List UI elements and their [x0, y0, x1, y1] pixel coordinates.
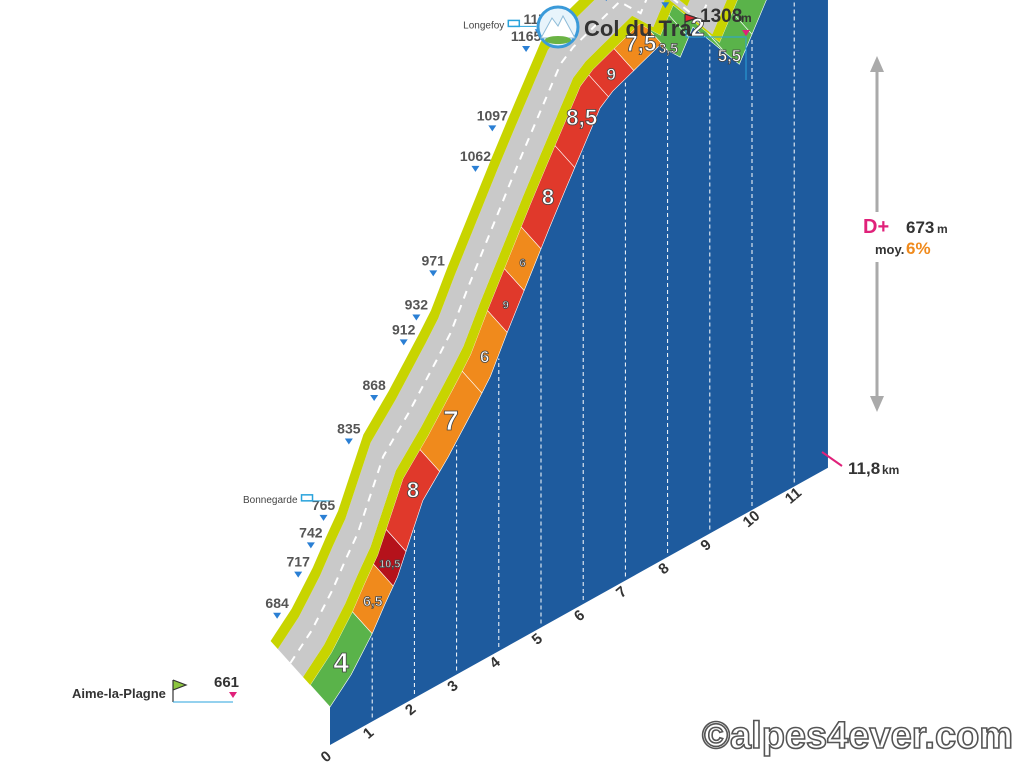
houses-icon [300, 494, 314, 502]
altitude-marker-icon [522, 46, 531, 53]
start-header: Aime-la-Plagne 661 [72, 674, 239, 703]
altitude-label: 1097 [477, 107, 508, 123]
altitude-marker-icon [429, 270, 438, 277]
gradient-label: 3,5 [659, 40, 679, 56]
gradient-label: 8 [407, 477, 419, 502]
gradient-label: 10,5 [379, 558, 400, 570]
gradient-label: 2 [691, 14, 705, 42]
altitude-marker-icon [399, 339, 408, 346]
altitude-marker-icon [344, 438, 353, 445]
gradient-label: 9 [607, 65, 616, 84]
dplus-value: 673 [906, 218, 934, 237]
start-flag-icon [172, 679, 188, 702]
length-unit: km [882, 463, 899, 477]
col-name: Col du Tra [584, 16, 692, 41]
x-tick-label: 8 [655, 560, 672, 578]
altitude-marker-icon [661, 2, 670, 9]
altitude-label: 971 [422, 252, 446, 268]
x-tick-label: 2 [402, 701, 419, 719]
gradient-label: 4 [333, 647, 349, 678]
km-dashed-lines [371, 0, 795, 718]
gradient-label: 6 [480, 347, 489, 366]
length-label: 11,8 km [821, 451, 899, 478]
altitude-marker-icon [319, 514, 328, 521]
length-marker [821, 451, 843, 467]
length-value: 11,8 [848, 459, 880, 478]
x-tick-label: 9 [697, 536, 714, 554]
altitude-label: 765 [312, 497, 336, 513]
altitude-label: 932 [405, 297, 429, 313]
altitude-label: 684 [265, 595, 289, 611]
summary-box [860, 212, 950, 262]
altitude-label: 1165 [511, 28, 542, 44]
gradient-label: 7,5 [625, 31, 656, 56]
altitude-label: 835 [337, 420, 361, 436]
arrow-up-icon [870, 56, 884, 72]
gradient-label: 5,5 [718, 46, 741, 65]
summit-header: Col du Tra 1308 m [536, 5, 752, 80]
altitude-marker-icon [306, 542, 315, 549]
place-label: Longefoy [463, 20, 504, 31]
x-tick-label: 1 [360, 724, 377, 742]
gradient-label: 6,5 [363, 593, 383, 609]
altitude-label: 1062 [460, 148, 491, 164]
meadow-icon [545, 36, 571, 44]
dplus-unit: m [937, 222, 948, 236]
gradient-label: 6 [520, 258, 526, 270]
road-centre-line [289, 0, 710, 664]
x-tick-label: 4 [486, 653, 504, 672]
road-shoulder-outer [270, 0, 690, 649]
altitude-label: 912 [392, 321, 416, 337]
place-label: Bonnegarde [243, 495, 298, 506]
road-shoulder-inner [303, 0, 738, 685]
elevation-summary: D+ 673 m moy. 6% [860, 56, 950, 412]
start-name: Aime-la-Plagne [72, 686, 166, 701]
x-tick-label: 0 [318, 748, 335, 766]
x-tick-label: 7 [613, 583, 630, 601]
summit-marker-icon [742, 30, 750, 36]
avg-label: moy. [875, 242, 904, 257]
dplus-label: D+ [863, 216, 889, 238]
gradient-label: 9 [503, 300, 509, 312]
avg-value: 6% [906, 239, 931, 258]
summit-flag-icon [684, 13, 699, 30]
altitude-marker-icon [294, 571, 303, 578]
place-labels: BonnegardeLongefoyPont du Thieret [243, 19, 537, 506]
mountain-icon [540, 14, 576, 39]
altitude-marker-icon [605, 0, 608, 2]
gradient-label: 7 [443, 405, 459, 436]
x-tick-label: 6 [571, 607, 588, 625]
gradient-label: 8 [542, 185, 554, 210]
altitude-marker-icon [273, 612, 282, 619]
road-ribbon [270, 0, 738, 685]
altitude-label: 868 [362, 377, 386, 393]
profile-wall-face [330, 0, 828, 745]
profile-wall [330, 0, 828, 745]
altitude-marker-icon [471, 165, 480, 172]
arrow-down-icon [870, 396, 884, 412]
altitude-label: 742 [299, 524, 323, 540]
church-icon [507, 19, 521, 28]
altitude-marker-icon [412, 314, 421, 321]
summit-leader-line [685, 30, 747, 80]
altitude-marker-icon [370, 394, 379, 401]
altitude-marker-icon [488, 125, 497, 132]
watermark: ©alpes4ever.com [702, 715, 1013, 757]
start-altitude: 661 [214, 674, 239, 691]
start-marker-icon [229, 692, 237, 698]
gradient-label: 8,5 [566, 105, 597, 130]
altitude-label: 717 [287, 554, 311, 570]
x-tick-label: 5 [529, 630, 546, 648]
gradient-band [309, 0, 767, 708]
gradient-segment [731, 0, 767, 35]
summit-unit: m [741, 11, 752, 25]
summit-altitude: 1308 [700, 6, 742, 27]
x-tick-label: 3 [444, 677, 461, 695]
